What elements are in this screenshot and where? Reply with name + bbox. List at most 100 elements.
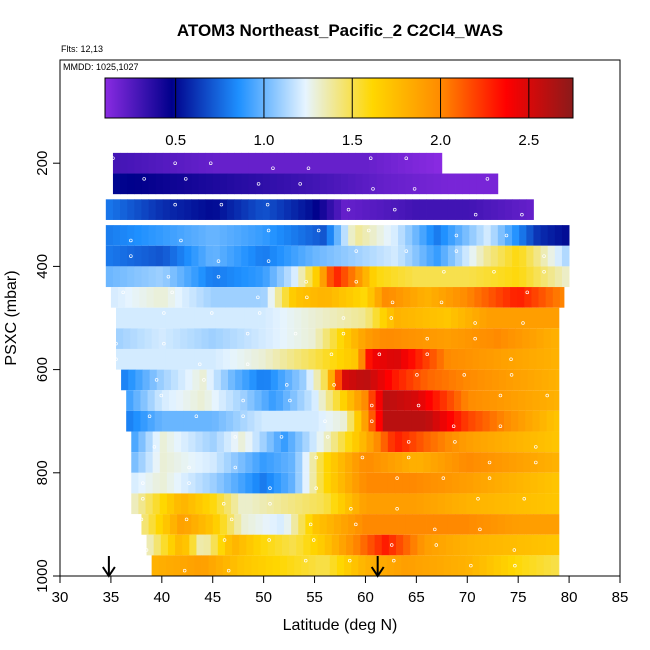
heatmap-cell: [168, 390, 177, 411]
heatmap-cell: [545, 287, 554, 308]
heatmap-cell: [355, 225, 363, 246]
heatmap-cell: [237, 348, 245, 370]
heatmap-cell: [141, 173, 149, 195]
heatmap-cell: [218, 390, 227, 411]
heatmap-cell: [162, 152, 171, 174]
sample-marker: [182, 568, 187, 573]
heatmap-cell: [522, 348, 530, 370]
heatmap-cell: [394, 493, 403, 515]
heatmap-cell: [303, 287, 311, 308]
heatmap-cell: [524, 287, 532, 308]
heatmap-cell: [215, 348, 224, 370]
heatmap-cell: [274, 534, 283, 556]
heatmap-cell: [240, 410, 248, 432]
heatmap-cell: [450, 348, 459, 370]
heatmap-cell: [290, 390, 298, 411]
heatmap-cell: [477, 369, 485, 391]
heatmap-cell: [184, 225, 192, 246]
heatmap-cell: [159, 431, 168, 453]
heatmap-cell: [447, 173, 456, 195]
heatmap-cell: [317, 534, 326, 556]
heatmap-cell: [294, 555, 302, 576]
heatmap-cell: [166, 493, 175, 515]
heatmap-cell: [510, 287, 518, 308]
sample-marker: [534, 445, 538, 449]
heatmap-cell: [141, 514, 149, 535]
heatmap-cell: [148, 199, 157, 220]
sample-marker: [173, 161, 177, 165]
heatmap-cell: [401, 555, 409, 576]
heatmap-cell: [330, 431, 339, 453]
heatmap-cell: [284, 152, 292, 174]
heatmap-cell: [527, 369, 535, 391]
heatmap-cell: [348, 199, 356, 220]
heatmap-cell: [131, 472, 139, 494]
heatmap-cell: [512, 514, 520, 535]
heatmap-cell: [463, 369, 471, 391]
heatmap-cell: [551, 493, 560, 515]
heatmap-cell: [537, 472, 546, 494]
heatmap-cell: [368, 410, 377, 432]
heatmap-cell: [222, 328, 231, 349]
heatmap-cell: [483, 266, 492, 288]
heatmap-cell: [461, 390, 469, 411]
sample-marker: [404, 249, 409, 253]
heatmap-cell: [285, 369, 293, 391]
heatmap-cell: [222, 307, 231, 329]
heatmap-cell: [345, 452, 353, 473]
heatmap-cell: [244, 348, 252, 370]
heatmap-cell: [138, 493, 146, 515]
heatmap-cell: [429, 307, 438, 329]
heatmap-cell: [422, 348, 430, 370]
heatmap-cell: [201, 328, 210, 349]
heatmap-cell: [287, 555, 295, 576]
heatmap-cell: [536, 328, 545, 349]
heatmap-cell: [215, 328, 224, 349]
heatmap-cell: [269, 152, 278, 174]
heatmap-cell: [437, 472, 446, 494]
heatmap-cell: [362, 173, 370, 195]
heatmap-cell: [508, 348, 516, 370]
heatmap-cell: [480, 493, 489, 515]
colorbar-tick-label: 1.0: [254, 132, 275, 149]
heatmap-cell: [190, 410, 198, 432]
heatmap-cell: [237, 307, 245, 329]
heatmap-cell: [422, 555, 430, 576]
heatmap-cell: [162, 225, 171, 246]
heatmap-cell: [131, 431, 139, 453]
heatmap-cell: [397, 390, 405, 411]
heatmap-cell: [188, 472, 196, 494]
heatmap-cell: [322, 307, 331, 329]
heatmap-cell: [505, 369, 514, 391]
heatmap-cell: [550, 555, 559, 576]
heatmap-cell: [348, 173, 356, 195]
heatmap-cell: [352, 452, 360, 473]
colorbar: 0.5 1.0 1.5 2.0 2.5: [104, 77, 574, 149]
heatmap-cell: [255, 225, 264, 246]
heatmap-cell: [154, 410, 163, 432]
heatmap-cell: [490, 225, 499, 246]
heatmap-cell: [472, 328, 480, 349]
heatmap-cell: [526, 225, 534, 246]
heatmap-cell: [422, 328, 430, 349]
heatmap-cell: [255, 173, 264, 195]
heatmap-cell: [177, 225, 185, 246]
heatmap-cell: [217, 534, 226, 556]
heatmap-cell: [493, 307, 502, 329]
heatmap-cell: [291, 152, 299, 174]
heatmap-cell: [322, 348, 331, 370]
heatmap-cell: [169, 225, 178, 246]
heatmap-cell: [445, 534, 454, 556]
heatmap-cell: [439, 410, 448, 432]
heatmap-cell: [447, 266, 456, 288]
heatmap-cell: [161, 390, 170, 411]
heatmap-cell: [133, 390, 141, 411]
heatmap-cell: [184, 514, 192, 535]
heatmap-cell: [159, 452, 168, 473]
heatmap-cell: [554, 266, 563, 288]
heatmap-cell: [476, 173, 484, 195]
heatmap-cell: [490, 266, 499, 288]
heatmap-cell: [490, 173, 499, 195]
heatmap-cell: [362, 266, 370, 288]
heatmap-cell: [459, 493, 467, 515]
